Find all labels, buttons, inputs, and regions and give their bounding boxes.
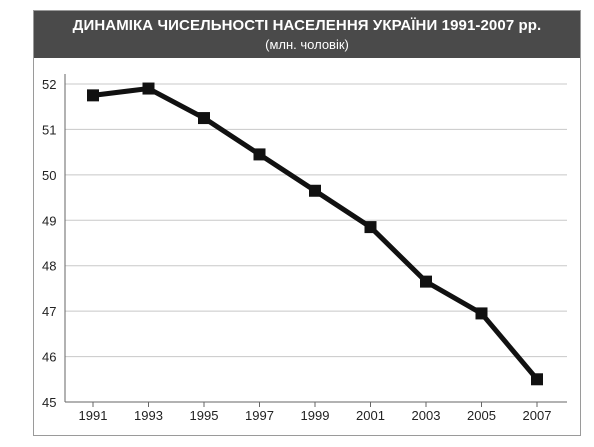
y-tick-label: 47 <box>42 304 56 319</box>
series-line <box>92 85 539 381</box>
chart-header: ДИНАМІКА ЧИСЕЛЬНОСТІ НАСЕЛЕННЯ УКРАЇНИ 1… <box>34 11 580 58</box>
y-tick-label: 50 <box>42 168 56 183</box>
chart-subtitle: (млн. чоловік) <box>265 37 349 52</box>
y-tick-label: 52 <box>42 77 56 92</box>
data-point <box>475 307 488 320</box>
x-tick-label: 2005 <box>467 408 496 423</box>
data-point <box>420 275 432 288</box>
x-tick-label: 1999 <box>301 408 330 423</box>
data-point <box>87 89 99 102</box>
y-tick-label: 48 <box>42 259 56 274</box>
x-tick-label: 2001 <box>356 408 385 423</box>
x-tick-label: 1993 <box>134 408 163 423</box>
data-point <box>142 82 155 95</box>
data-point <box>309 184 321 197</box>
data-point <box>198 112 210 125</box>
y-tick-label: 51 <box>42 122 56 137</box>
chart-frame: ДИНАМІКА ЧИСЕЛЬНОСТІ НАСЕЛЕННЯ УКРАЇНИ 1… <box>33 10 581 436</box>
data-point <box>364 221 377 234</box>
data-point <box>531 373 543 386</box>
y-tick-label: 45 <box>42 395 56 410</box>
x-tick-label: 1991 <box>79 408 108 423</box>
chart-title: ДИНАМІКА ЧИСЕЛЬНОСТІ НАСЕЛЕННЯ УКРАЇНИ 1… <box>72 17 542 34</box>
plot-area: 45 46 47 48 49 50 51 52 1991 1993 1995 1997 1999 2001… <box>42 74 567 423</box>
x-tick-label: 1997 <box>245 408 274 423</box>
x-tick-label: 2003 <box>412 408 441 423</box>
x-tick-label: 2007 <box>523 408 552 423</box>
data-point <box>253 148 266 161</box>
y-tick-label: 49 <box>42 213 56 228</box>
y-tick-label: 46 <box>42 350 56 365</box>
x-tick-label: 1995 <box>190 408 219 423</box>
